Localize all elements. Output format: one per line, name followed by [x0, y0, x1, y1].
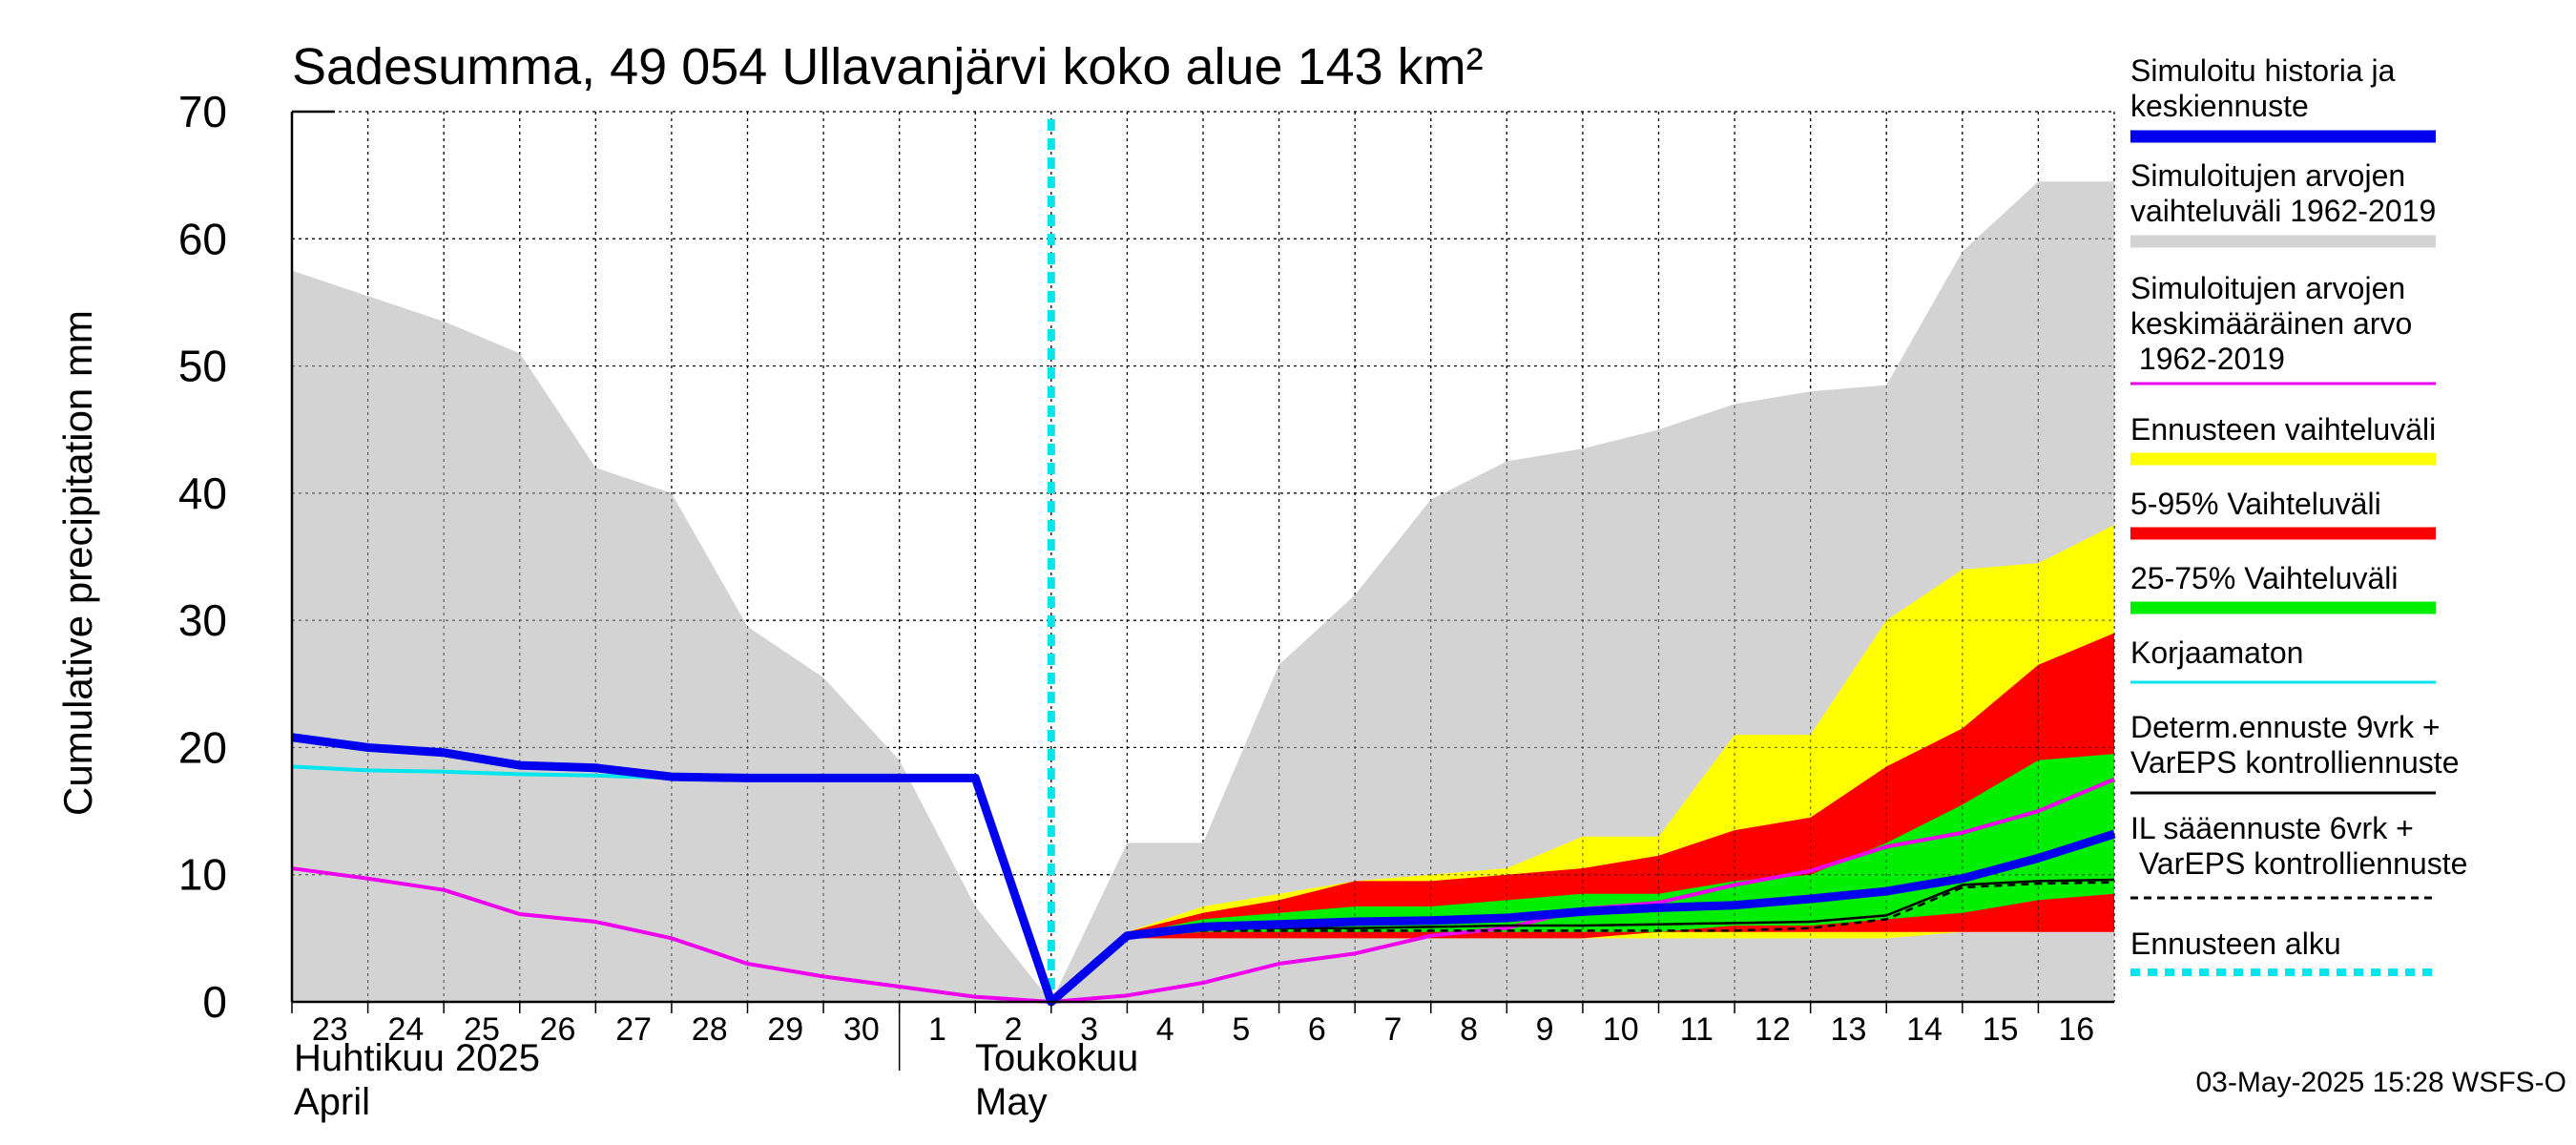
y-tick-label: 20 — [178, 722, 227, 772]
legend-item-il-forecast: IL sääennuste 6vrk + VarEPS kontrollienn… — [2130, 811, 2467, 900]
x-tick-label: 24 — [387, 1011, 424, 1048]
mean-line — [291, 777, 2115, 1004]
legend-item-historical-range: Simuloitujen arvojen vaihteluväli 1962-20… — [2130, 158, 2436, 248]
legend-label: Simuloitujen arvojen keskimääräinen arvo … — [2130, 271, 2412, 376]
axes — [290, 110, 2114, 1071]
y-tick-label: 50 — [178, 342, 227, 391]
y-tick-label: 30 — [178, 595, 227, 645]
x-tick-label: 2 — [1005, 1011, 1023, 1048]
legend-item-5-95: 5-95% Vaihteluväli — [2130, 487, 2436, 540]
month-label-may-fi: Toukokuu — [975, 1037, 1138, 1079]
x-tick-label: 29 — [767, 1011, 803, 1048]
x-tick-label: 14 — [1906, 1011, 1942, 1048]
legend-label: IL sääennuste 6vrk + VarEPS kontrollienn… — [2130, 811, 2467, 881]
legend-item-uncorrected: Korjaamaton — [2130, 635, 2436, 684]
y-tick-label: 70 — [178, 87, 227, 136]
month-label-may-en: May — [975, 1081, 1048, 1123]
x-tick-label: 3 — [1080, 1011, 1098, 1048]
x-tick-label: 23 — [312, 1011, 348, 1048]
simulated-history-line — [291, 733, 2116, 1007]
x-tick-label: 28 — [692, 1011, 728, 1048]
legend-label: Determ.ennuste 9vrk + VarEPS kontrollienn… — [2130, 710, 2459, 780]
x-tick-label: 26 — [540, 1011, 576, 1048]
x-tick-label: 30 — [843, 1011, 880, 1048]
x-tick-label: 11 — [1680, 1011, 1714, 1048]
y-tick-label: 10 — [178, 850, 227, 900]
legend-label: Simuloitu historia ja keskiennuste — [2130, 53, 2396, 123]
historical-range-band — [292, 181, 2114, 1003]
legend-label: Ennusteen alku — [2130, 926, 2341, 961]
x-tick-label: 27 — [615, 1011, 652, 1048]
legend-label: Ennusteen vaihteluväli — [2130, 412, 2436, 447]
legend-item-forecast-start: Ennusteen alku — [2130, 926, 2436, 976]
x-tick-label: 1 — [928, 1011, 946, 1048]
series-lines — [291, 119, 2116, 1007]
x-tick-label: 15 — [1983, 1011, 2019, 1048]
legend-item-simulated-history: Simuloitu historia ja keskiennuste — [2130, 53, 2436, 143]
y-tick-label: 0 — [202, 977, 227, 1027]
legend-label: Korjaamaton — [2130, 635, 2303, 670]
legend-label: 5-95% Vaihteluväli — [2130, 487, 2381, 521]
x-tick-label: 12 — [1755, 1011, 1791, 1048]
x-tick-label: 9 — [1536, 1011, 1554, 1048]
bands — [292, 111, 2115, 1003]
x-tick-label: 4 — [1156, 1011, 1174, 1048]
legend-item-forecast-range: Ennusteen vaihteluväli — [2130, 412, 2436, 466]
x-tick-label: 10 — [1603, 1011, 1639, 1048]
x-tick-label: 13 — [1831, 1011, 1867, 1048]
y-axis-label: Cumulative precipitation mm — [55, 310, 100, 816]
x-tick-label: 25 — [464, 1011, 500, 1048]
legend-item-25-75: 25-75% Vaihteluväli — [2130, 561, 2436, 614]
legend-item-mean: Simuloitujen arvojen keskimääräinen arvo … — [2130, 271, 2436, 385]
x-tick-label: 5 — [1232, 1011, 1250, 1048]
x-tick-labels: 23 24 25 26 27 28 29 30 1 2 3 4 5 6 7 8 9 10 11 12 13 14 15 16 — [312, 1011, 2094, 1048]
chart-title: Sadesumma, 49 054 Ullavanjärvi koko alue… — [292, 38, 1484, 95]
y-tick-labels: 0 10 20 30 40 50 60 70 — [178, 87, 227, 1027]
x-tick-label: 8 — [1460, 1011, 1478, 1048]
month-label-april-fi: Huhtikuu 2025 — [294, 1037, 540, 1079]
legend: Simuloitu historia ja keskiennuste Simuloi… — [2130, 53, 2467, 976]
month-label-april-en: April — [294, 1081, 370, 1123]
timestamp-footer: 03-May-2025 15:28 WSFS-O — [2196, 1067, 2567, 1098]
x-tick-label: 6 — [1308, 1011, 1326, 1048]
x-tick-label: 7 — [1383, 1011, 1402, 1048]
range-25-75-band — [1050, 754, 2114, 1002]
y-tick-label: 40 — [178, 468, 227, 518]
legend-item-deterministic: Determ.ennuste 9vrk + VarEPS kontrollienn… — [2130, 710, 2459, 795]
il-forecast-line — [1050, 881, 2115, 1003]
y-tick-label: 60 — [178, 214, 227, 263]
legend-label: Simuloitujen arvojen vaihteluväli 1962-20… — [2130, 158, 2436, 228]
legend-label: 25-75% Vaihteluväli — [2130, 561, 2398, 595]
x-tick-label: 16 — [2058, 1011, 2094, 1048]
